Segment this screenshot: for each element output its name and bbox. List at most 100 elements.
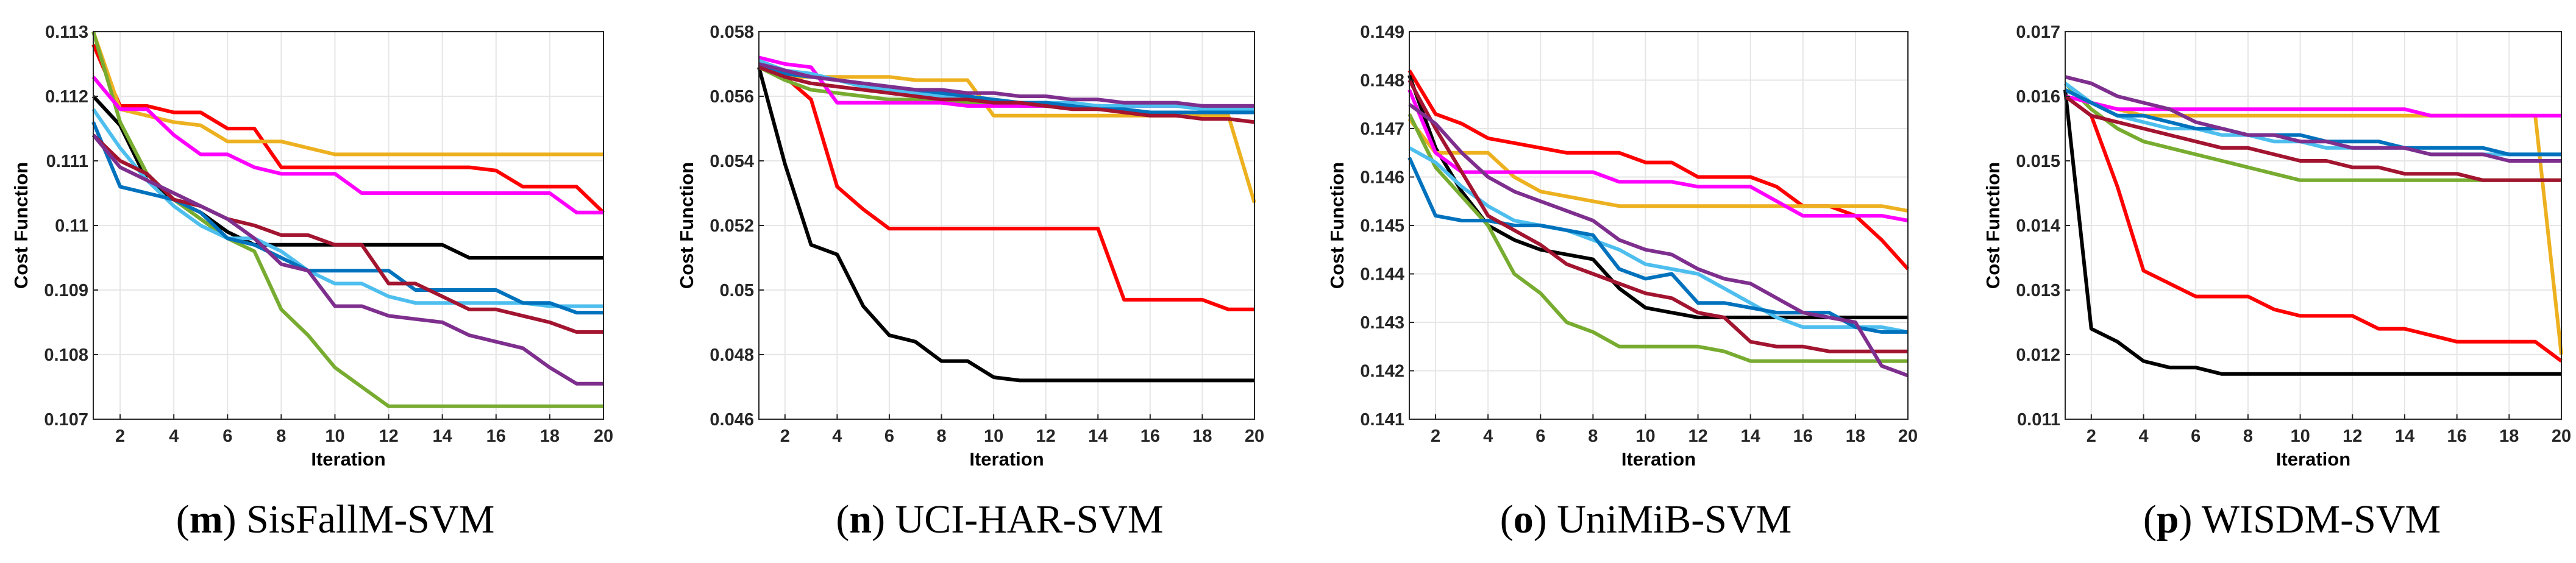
series-line-n-darkred <box>758 65 1255 124</box>
series-line-p-magenta <box>2065 94 2561 118</box>
ytick-label-o-5: 0.146 <box>1360 168 1404 188</box>
series-line-m-magenta <box>91 76 603 214</box>
xlabel-p: Iteration <box>2276 448 2350 470</box>
series-line-p-red <box>2064 94 2563 363</box>
ytick-label-m-2: 0.109 <box>44 281 88 300</box>
caption-m-label: m <box>189 497 223 542</box>
caption-m-text: SisFallM-SVM <box>246 497 495 542</box>
ytick-label-n-6: 0.058 <box>710 23 754 42</box>
series-line-m-darkred <box>91 133 603 334</box>
caption-p-label: p <box>2156 497 2179 542</box>
ytick-label-o-1: 0.142 <box>1360 362 1404 381</box>
ytick-label-n-2: 0.05 <box>720 281 754 300</box>
xtick-label-p-9: 20 <box>2552 427 2571 446</box>
xtick-label-p-4: 10 <box>2290 427 2310 446</box>
xtick-label-m-4: 10 <box>325 427 344 446</box>
xtick-label-o-3: 8 <box>1588 427 1598 446</box>
xtick-label-n-7: 16 <box>1140 427 1160 446</box>
caption-n-label: n <box>849 497 872 542</box>
xtick-label-p-0: 2 <box>2087 427 2096 446</box>
ytick-label-o-7: 0.148 <box>1360 71 1404 91</box>
series-line-o-cyan <box>1408 146 1909 334</box>
xtick-label-m-9: 20 <box>594 427 613 446</box>
series-line-o-green <box>1407 113 1908 363</box>
xtick-label-n-3: 8 <box>936 427 946 446</box>
series-line-o-purple <box>1408 102 1909 378</box>
caption-n-text: UCI-HAR-SVM <box>895 497 1164 542</box>
xtick-label-p-2: 6 <box>2191 427 2201 446</box>
ytick-label-m-3: 0.11 <box>55 216 88 236</box>
xtick-label-m-8: 18 <box>540 427 560 446</box>
chart-p: 2 4 6 8 10 12 14 16 18 20 0.011 0.012 0.013 0.014 0.01… <box>1982 23 2571 470</box>
ytick-label-o-8: 0.149 <box>1360 23 1404 42</box>
series-line-n-black <box>757 66 1254 383</box>
ylabel-o: Cost Function <box>1326 162 1348 289</box>
caption-o-label: o <box>1513 497 1534 542</box>
chart-o: 2 4 6 8 10 12 14 16 18 20 0.141 0.142 0.143 0.144 0.14… <box>1326 23 1918 470</box>
ytick-label-o-0: 0.141 <box>1360 410 1404 430</box>
ytick-label-n-3: 0.052 <box>710 216 754 236</box>
xtick-label-n-1: 4 <box>832 427 842 446</box>
series-line-n-red <box>758 65 1254 311</box>
ytick-label-o-2: 0.143 <box>1360 313 1404 333</box>
xtick-label-m-5: 12 <box>379 427 398 446</box>
ytick-label-m-1: 0.108 <box>44 345 88 365</box>
xtick-label-n-0: 2 <box>780 427 790 446</box>
xtick-label-p-7: 16 <box>2447 427 2466 446</box>
series-line-o-magenta <box>1407 89 1909 222</box>
ylabel-m: Cost Function <box>10 162 32 289</box>
ytick-label-p-2: 0.013 <box>2016 281 2060 300</box>
series-line-m-orange <box>91 31 603 157</box>
xtick-label-m-3: 8 <box>276 427 286 446</box>
xtick-label-p-1: 4 <box>2138 427 2148 446</box>
caption-o: (o) UniMiB-SVM <box>1500 497 1792 542</box>
xtick-label-o-9: 20 <box>1898 427 1918 446</box>
caption-m: (m) SisFallM-SVM <box>176 497 495 542</box>
xtick-label-n-6: 14 <box>1088 427 1108 446</box>
chart-n: 2 4 6 8 10 12 14 16 18 20 0.046 0.048 0.05 0.052 0.054… <box>676 23 1264 470</box>
xtick-label-n-8: 18 <box>1192 427 1212 446</box>
xtick-label-m-2: 6 <box>222 427 232 446</box>
xtick-label-o-1: 4 <box>1483 427 1493 446</box>
ytick-label-p-3: 0.014 <box>2016 216 2060 236</box>
xtick-label-p-3: 8 <box>2243 427 2253 446</box>
ytick-label-m-0: 0.107 <box>44 410 88 430</box>
ytick-label-p-1: 0.012 <box>2016 345 2060 365</box>
xtick-label-o-5: 12 <box>1688 427 1707 446</box>
xtick-label-m-0: 2 <box>115 427 125 446</box>
series-line-p-blue <box>2064 88 2561 157</box>
ytick-label-p-0: 0.011 <box>2017 410 2060 430</box>
series-line-m-cyan <box>91 108 603 308</box>
ytick-label-p-6: 0.017 <box>2016 23 2060 42</box>
xtick-label-p-5: 12 <box>2343 427 2362 446</box>
ytick-label-n-5: 0.056 <box>710 87 754 107</box>
ytick-label-n-4: 0.054 <box>710 152 754 171</box>
series-line-o-orange <box>1407 118 1909 213</box>
ytick-label-o-6: 0.147 <box>1360 119 1404 139</box>
chart-m: 2 4 6 8 10 12 14 16 18 20 0.107 0.108 0.109 0.11 0.111… <box>10 23 613 470</box>
xtick-label-n-9: 20 <box>1245 427 1264 446</box>
xtick-label-o-4: 10 <box>1635 427 1655 446</box>
ylabel-n: Cost Function <box>676 162 697 289</box>
xtick-label-m-7: 16 <box>486 427 506 446</box>
xtick-label-n-2: 6 <box>884 427 894 446</box>
xlabel-o: Iteration <box>1621 448 1696 470</box>
series-line-m-purple <box>91 133 603 386</box>
ylabel-p: Cost Function <box>1982 162 2004 289</box>
ytick-label-m-4: 0.111 <box>46 152 88 171</box>
series-line-p-black <box>2063 90 2561 376</box>
xlabel-m: Iteration <box>311 448 385 470</box>
xtick-label-n-5: 12 <box>1036 427 1056 446</box>
xtick-label-o-8: 18 <box>1846 427 1865 446</box>
xtick-label-o-7: 16 <box>1793 427 1813 446</box>
xtick-label-p-8: 18 <box>2499 427 2519 446</box>
xtick-label-o-2: 6 <box>1535 427 1545 446</box>
ytick-label-o-3: 0.144 <box>1360 265 1404 285</box>
ytick-label-o-4: 0.145 <box>1360 216 1404 236</box>
caption-p-text: WISDM-SVM <box>2201 497 2441 542</box>
series-line-p-darkred <box>2064 94 2561 182</box>
ytick-label-n-1: 0.048 <box>710 345 754 365</box>
xtick-label-o-6: 14 <box>1741 427 1760 446</box>
ytick-label-p-4: 0.015 <box>2016 152 2060 171</box>
